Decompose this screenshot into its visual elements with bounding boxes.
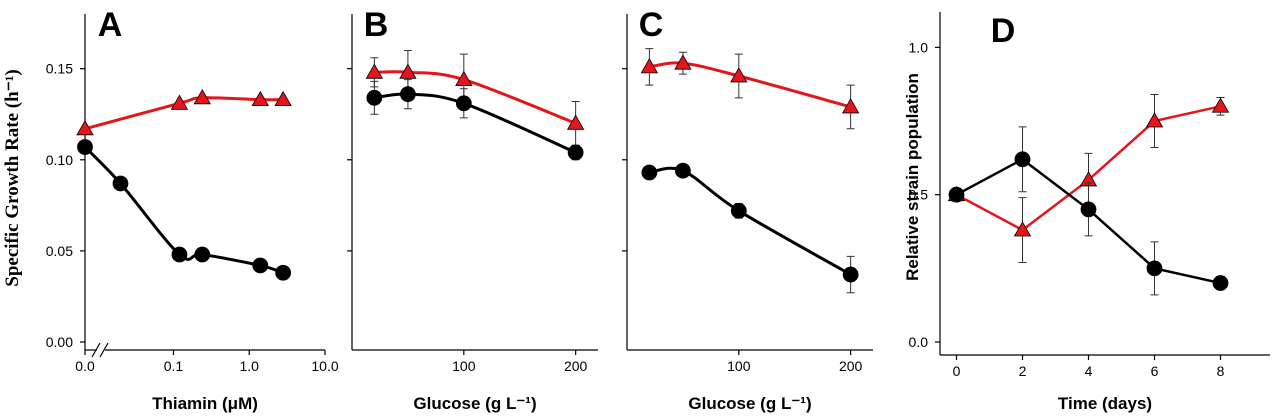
y-axis-label: Relative strain population [903,73,922,281]
panel-label: B [364,6,389,44]
marker-triangle [841,98,860,114]
y-axis-label: Specific Growth Rate (h⁻¹) [2,69,23,286]
marker-triangle [365,63,384,79]
marker-circle [252,257,269,274]
panel-label: D [991,12,1016,50]
y-tick-label: 0.15 [46,61,73,77]
marker-triangle [193,89,211,105]
marker-circle [1146,260,1163,277]
marker-triangle [640,58,659,74]
y-tick-label: 1.0 [909,39,929,55]
panel-label: A [98,6,123,44]
fit-curve [374,70,577,125]
marker-triangle [274,90,292,107]
marker-circle [948,186,965,203]
marker-circle [1212,275,1229,291]
marker-triangle [1211,97,1230,113]
panel: 100 200 C Glucose (g L⁻¹) [622,6,873,413]
x-axis-label: Thiamin (μM) [152,394,258,413]
marker-triangle [566,114,585,130]
panel: 0.00 0.05 0.10 0.15 0.0 0.1 1.0 10.0 A Thiamin (μ… [2,6,339,413]
y-tick-label: 0.10 [46,152,73,168]
marker-circle [1080,201,1097,218]
marker-circle [275,264,292,281]
marker-triangle [730,67,748,83]
x-tick-label: 10.0 [311,358,338,374]
marker-circle [400,86,416,103]
marker-circle [194,246,211,263]
marker-triangle [170,94,189,110]
marker-triangle [1145,112,1164,128]
x-tick-label: 4 [1085,363,1093,379]
marker-triangle [455,70,473,86]
marker-circle [1014,151,1031,168]
axis-break [91,342,109,358]
marker-circle [455,95,472,112]
x-axis-label: Glucose (g L⁻¹) [688,394,811,413]
marker-circle [641,164,658,181]
marker-circle [366,89,383,106]
x-tick-label: 0.1 [164,358,184,374]
x-axis-label: Time (days) [1058,394,1152,413]
marker-circle [730,202,747,219]
marker-circle [171,246,188,263]
fit-curve [649,61,852,109]
marker-triangle [251,90,269,107]
marker-circle [77,139,93,155]
x-tick-label: 200 [839,358,863,374]
panel: 100 200 B Glucose (g L⁻¹) [347,6,598,413]
x-tick-label: 0 [953,363,961,379]
marker-triangle [399,63,417,79]
y-tick-label: 0.0 [909,334,929,350]
panel-label: C [639,6,664,44]
x-tick-label: 1.0 [239,358,259,374]
y-tick-label: 0.05 [46,243,73,259]
x-tick-label: 6 [1151,363,1159,379]
x-tick-label: 0.0 [75,358,95,374]
x-tick-label: 200 [564,358,588,374]
x-tick-label: 100 [727,358,751,374]
marker-circle [567,144,584,161]
panel: 0.0 0.5 1.0 0 2 4 6 8 D Time (days) Relative strai… [903,12,1270,413]
marker-circle [842,266,859,283]
marker-triangle [1013,221,1032,237]
x-tick-label: 100 [452,358,476,374]
y-tick-label: 0.5 [909,187,929,203]
fit-curve [649,166,852,276]
marker-circle [112,175,129,192]
x-tick-label: 8 [1217,363,1225,379]
x-tick-label: 2 [1019,363,1027,379]
marker-triangle [76,119,94,136]
x-axis-label: Glucose (g L⁻¹) [413,394,536,413]
fit-curve [374,92,577,154]
marker-triangle [674,54,692,70]
marker-circle [675,162,691,179]
y-tick-label: 0.00 [46,334,73,350]
